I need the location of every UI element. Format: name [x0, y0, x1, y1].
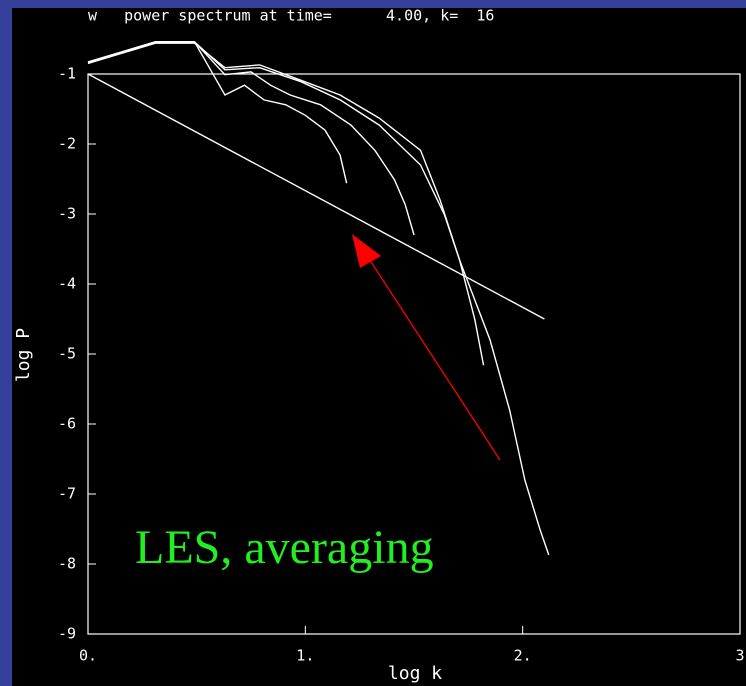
y-tick-label: -4 [58, 275, 76, 293]
arrow-head [352, 234, 381, 268]
y-tick-label: -7 [58, 485, 76, 503]
y-tick-label: -1 [58, 65, 76, 83]
y-axis-label: log P [13, 328, 34, 382]
arrow-shaft [361, 247, 501, 461]
y-tick-label: -3 [58, 205, 76, 223]
x-tick-label: 1. [296, 647, 314, 665]
spectrum-line [87, 73, 545, 320]
chart-title: w power spectrum at time= 4.00, k= 16 [88, 7, 494, 25]
x-tick-label: 0. [79, 647, 97, 665]
y-tick-label: -5 [58, 345, 76, 363]
plot-background [12, 8, 746, 686]
spectrum-line [87, 42, 550, 556]
x-axis-label: log k [388, 663, 442, 684]
y-tick-label: -6 [58, 415, 76, 433]
x-tick-label: 3 [735, 647, 744, 665]
annotation: LES, averaging [135, 521, 434, 574]
plot-area: -1 -2 -3 -4 -5 -6 -7 -8 -90. 1. 2. 3 [58, 41, 745, 665]
y-tick-label: -2 [58, 135, 76, 153]
y-tick-label: -8 [58, 555, 76, 573]
y-tick-label: -9 [58, 625, 76, 643]
x-tick-label: 2. [514, 647, 532, 665]
